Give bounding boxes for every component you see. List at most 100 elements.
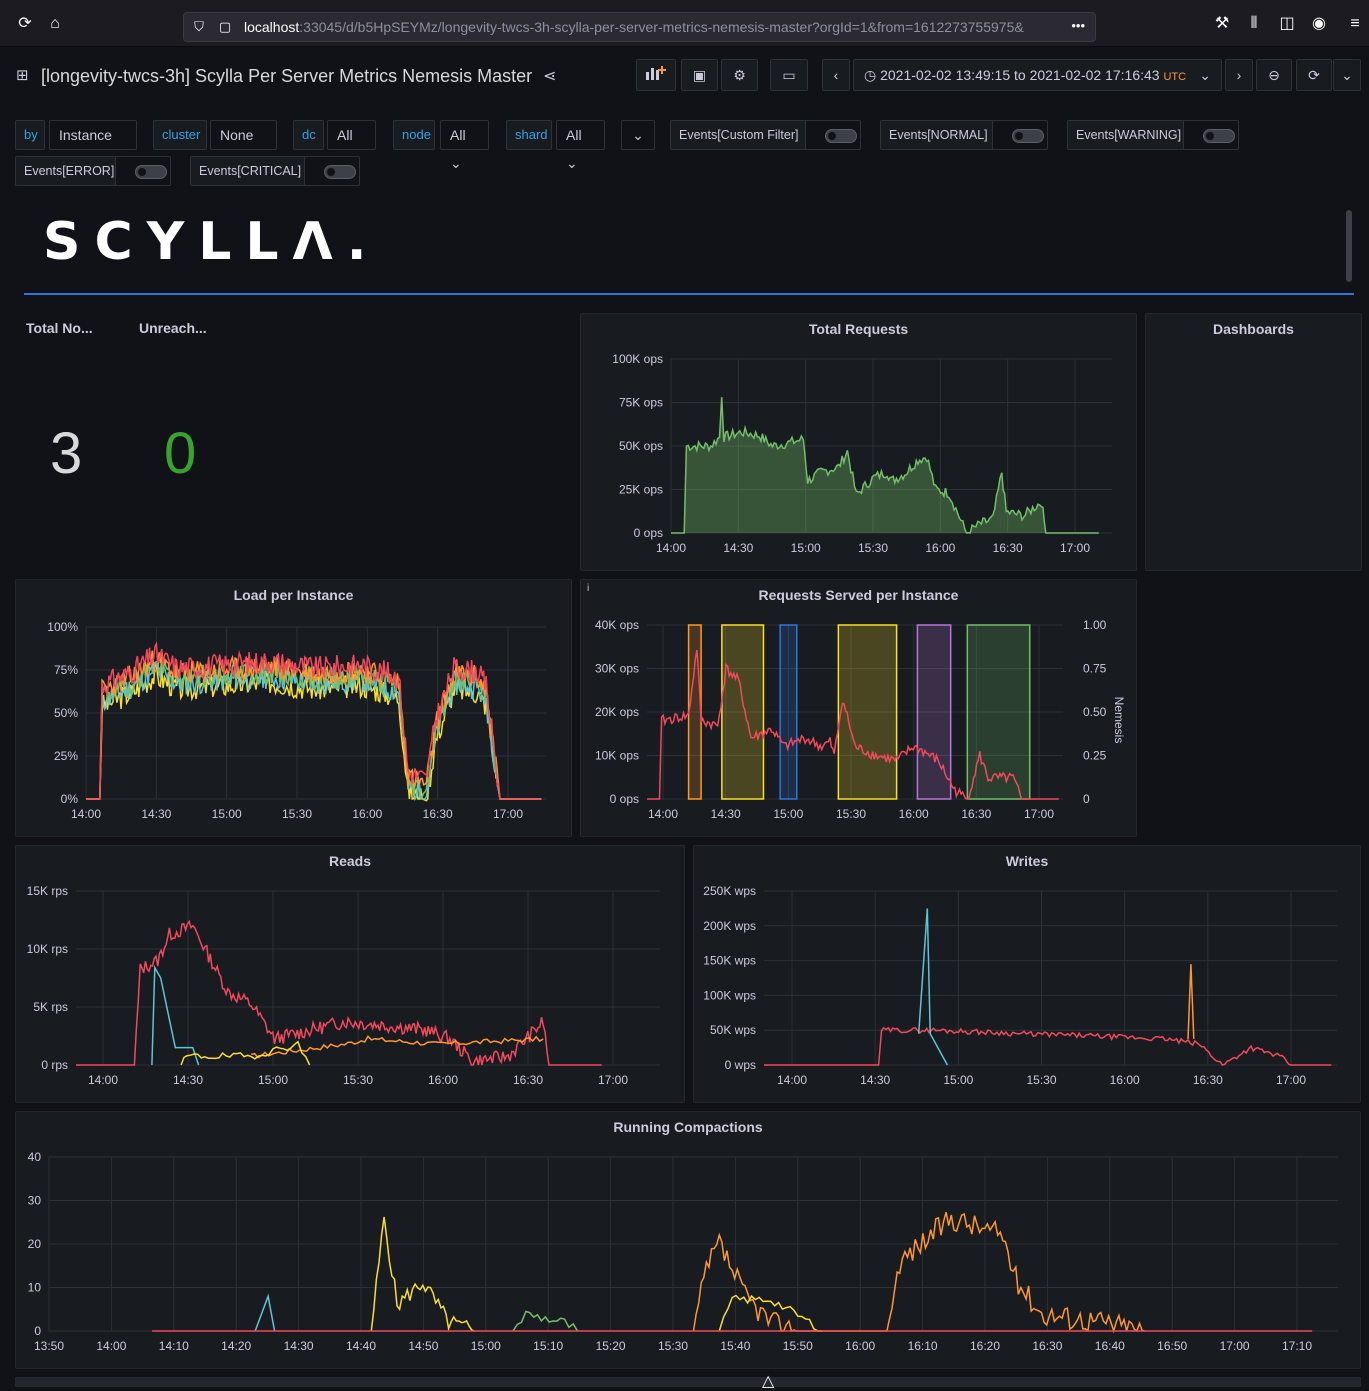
x-tick-label: 16:50 xyxy=(1157,1339,1187,1353)
panel-requests-served[interactable]: Requests Served per Instance i 40K ops 30… xyxy=(580,579,1137,837)
url-text[interactable]: localhost:33045/d/b5HpSEYMz/longevity-tw… xyxy=(244,19,1024,35)
y-tick-label: 40 xyxy=(28,1150,42,1164)
var-label-dc: dc xyxy=(293,120,324,150)
zoom-out-icon[interactable]: ⊖ xyxy=(1256,59,1292,91)
panel-writes[interactable]: Writes 250K wps 200K wps 150K wps 100K wps 5… xyxy=(693,845,1361,1103)
var-select-shard[interactable]: All ⌄ xyxy=(556,120,605,171)
event-error-toggle[interactable] xyxy=(115,156,171,186)
library-icon[interactable]: ⫴ xyxy=(1250,15,1258,32)
x-tick-label: 15:30 xyxy=(343,1073,373,1087)
panel-dashboards: Dashboards xyxy=(1145,313,1362,571)
var-label-shard: shard xyxy=(506,120,552,150)
var-label-by: by xyxy=(15,120,45,150)
x-tick-label: 14:30 xyxy=(284,1339,314,1353)
browser-toolbar: ⟳ ⌂ ⛉ ▢ localhost:33045/d/b5HpSEYMz/long… xyxy=(0,0,1369,47)
chevron-down-icon: ⌄ xyxy=(1199,67,1211,83)
dashboard-grid-icon[interactable]: ⊞ xyxy=(16,67,29,84)
x-tick-label: 14:40 xyxy=(346,1339,376,1353)
nemesis-band xyxy=(779,624,798,800)
wrench-icon[interactable]: ⚒ xyxy=(1214,15,1230,32)
refresh-interval-chevron[interactable]: ⌄ xyxy=(1333,59,1361,91)
var-label-cluster: cluster xyxy=(153,120,207,150)
var-select-extra[interactable]: ⌄ xyxy=(621,120,655,150)
y-tick-label: 40K ops xyxy=(595,618,639,632)
time-forward-button[interactable]: › xyxy=(1225,59,1253,91)
x-tick-label: 14:00 xyxy=(88,1073,118,1087)
home-icon[interactable]: ⌂ xyxy=(50,15,60,32)
time-picker[interactable]: ◷ 2021-02-02 13:49:15 to 2021-02-02 17:1… xyxy=(853,59,1222,91)
y-tick-label: 30 xyxy=(28,1194,42,1208)
save-icon[interactable]: ▣ xyxy=(681,59,718,91)
share-icon[interactable]: ⋖ xyxy=(543,68,557,85)
var-select-by[interactable]: Instance ⌄ xyxy=(49,120,137,171)
event-normal-toggle[interactable] xyxy=(992,120,1048,150)
event-normal-label: Events[NORMAL] xyxy=(880,120,997,150)
sidebar-icon[interactable]: ◫ xyxy=(1279,15,1295,32)
y-tick-label: 75% xyxy=(54,663,78,677)
panel-info-icon[interactable]: i xyxy=(587,583,590,594)
var-select-cluster[interactable]: None ⌄ xyxy=(210,120,277,171)
panel-title: Requests Served per Instance xyxy=(758,587,959,603)
more-icon[interactable]: ••• xyxy=(1071,18,1085,33)
menu-icon[interactable]: ≡ xyxy=(1350,15,1360,32)
scylla-logo: SCYLLΛ. xyxy=(43,212,381,272)
x-tick-label: 16:00 xyxy=(352,807,382,821)
y-tick-label: 50K ops xyxy=(619,439,663,453)
cursor-icon: △ xyxy=(762,1373,775,1390)
panel-load-per-instance[interactable]: Load per Instance 100% 75% 50% 25% 0% 14:00 14… xyxy=(15,579,572,837)
y-tick-label: 0 rps xyxy=(41,1058,68,1072)
event-warning-toggle[interactable] xyxy=(1183,120,1239,150)
x-tick-label: 15:00 xyxy=(773,807,803,821)
y-tick-label: 20K ops xyxy=(595,705,639,719)
x-tick-label: 15:00 xyxy=(943,1073,973,1087)
x-tick-label: 14:30 xyxy=(723,541,753,555)
event-critical-toggle[interactable] xyxy=(304,156,360,186)
clock-icon: ◷ xyxy=(864,67,877,83)
account-icon[interactable]: ◉ xyxy=(1312,15,1326,32)
event-warning-label: Events[WARNING] xyxy=(1067,120,1191,150)
var-select-node[interactable]: All ⌄ xyxy=(440,120,489,171)
event-critical-label: Events[CRITICAL] xyxy=(190,156,311,186)
event-error-label: Events[ERROR] xyxy=(15,156,124,186)
event-custom-filter-toggle[interactable] xyxy=(805,120,861,150)
var-select-dc[interactable]: All ⌄ xyxy=(327,120,376,171)
served-chart: 40K ops 30K ops 20K ops 10K ops 0 ops 1.00 0.7… xyxy=(595,618,1126,821)
y-tick-label: 150K wps xyxy=(703,954,756,968)
settings-icon[interactable]: ⚙ xyxy=(721,59,758,91)
x-tick-label: 14:00 xyxy=(71,807,101,821)
y-tick-label: 0 xyxy=(34,1324,41,1338)
x-tick-label: 16:00 xyxy=(1110,1073,1140,1087)
url-bar[interactable]: ⛉ ▢ localhost:33045/d/b5HpSEYMz/longevit… xyxy=(183,12,1096,42)
time-back-button[interactable]: ‹ xyxy=(822,59,850,91)
bottom-scroll-area[interactable] xyxy=(15,1377,1361,1387)
reads-series-cyan xyxy=(151,964,200,1066)
y-tick-label: 25% xyxy=(54,749,78,763)
y2-tick-label: 0.50 xyxy=(1083,705,1107,719)
x-tick-label: 16:40 xyxy=(1095,1339,1125,1353)
reads-series-yellow xyxy=(180,1040,311,1066)
refresh-icon[interactable]: ⟳ xyxy=(1296,59,1332,91)
logo-divider xyxy=(24,293,1354,295)
y-tick-label: 0% xyxy=(61,792,79,806)
tv-mode-icon[interactable]: ▭ xyxy=(770,59,808,91)
panel-reads[interactable]: Reads 15K rps 10K rps 5K rps 0 rps 14:00 14:3… xyxy=(15,845,685,1103)
compactions-series-yellow-2 xyxy=(718,1294,823,1332)
x-tick-label: 15:00 xyxy=(471,1339,501,1353)
x-tick-label: 15:50 xyxy=(783,1339,813,1353)
panel-running-compactions[interactable]: Running Compactions 40 30 20 10 0 13:50 14:00 1… xyxy=(15,1111,1361,1369)
y2-tick-label: 1.00 xyxy=(1083,618,1107,632)
x-tick-label: 14:30 xyxy=(173,1073,203,1087)
shield-icon[interactable]: ⛉ xyxy=(194,19,204,34)
logo-scrollbar[interactable] xyxy=(1346,210,1352,282)
y2-axis-label: Nemesis xyxy=(1112,697,1126,744)
x-tick-label: 17:00 xyxy=(1276,1073,1306,1087)
panel-total-requests[interactable]: Total Requests 100K ops 75K ops 50K ops 25K… xyxy=(580,313,1137,571)
dashboard-title[interactable]: [longevity-twcs-3h] Scylla Per Server Me… xyxy=(41,66,533,86)
x-tick-label: 16:20 xyxy=(970,1339,1000,1353)
reload-icon[interactable]: ⟳ xyxy=(18,15,32,32)
y-tick-label: 0 wps xyxy=(725,1058,756,1072)
nemesis-band xyxy=(837,624,898,800)
total-nodes-value: 3 xyxy=(50,421,83,486)
add-panel-button[interactable] xyxy=(636,59,676,91)
served-series xyxy=(647,649,1059,800)
